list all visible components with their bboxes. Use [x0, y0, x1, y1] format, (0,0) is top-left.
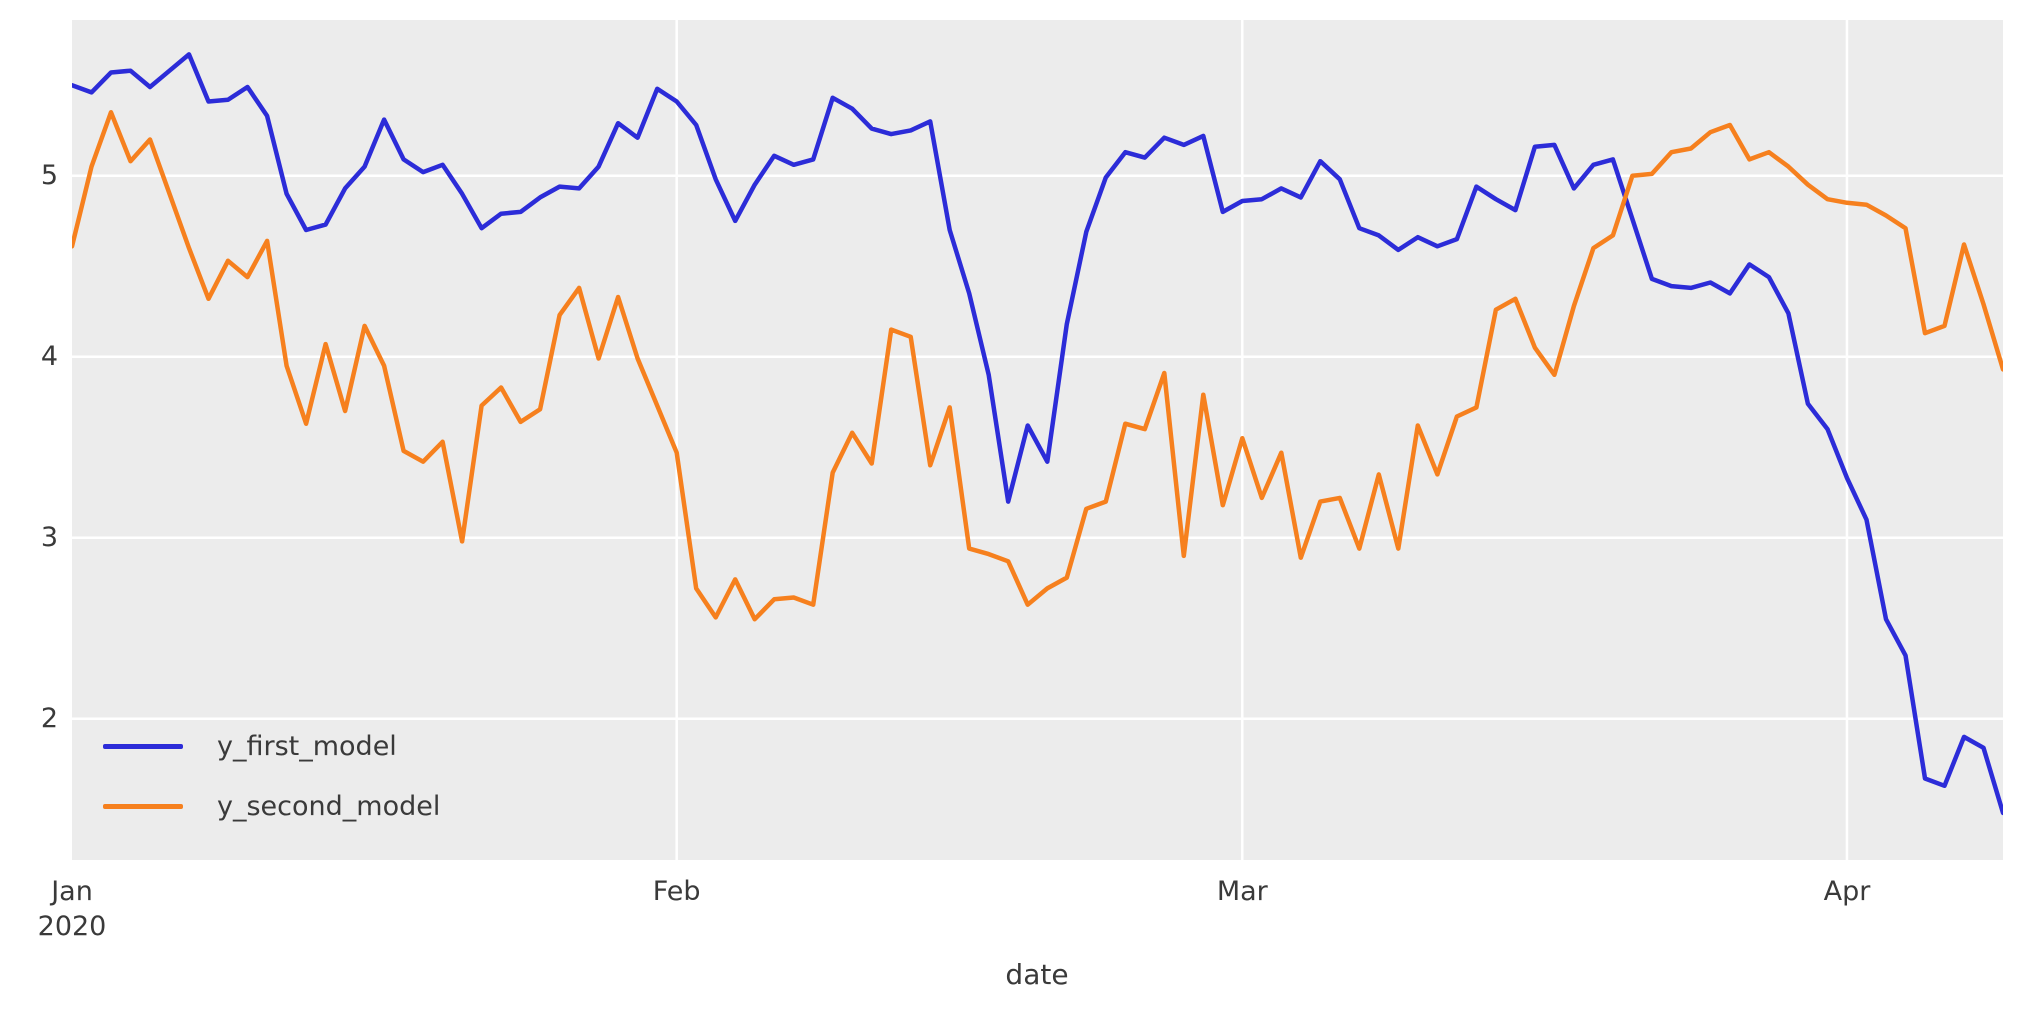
- y-tick-label: 5: [40, 159, 58, 191]
- x-tick-label: Apr: [1824, 874, 1871, 909]
- x-tick-month: Mar: [1216, 876, 1268, 907]
- plot-area: [72, 20, 2003, 860]
- line-chart: [72, 20, 2003, 860]
- x-tick-label: Jan 2020: [38, 874, 107, 944]
- x-tick-label: Feb: [653, 874, 701, 909]
- x-tick-month: Feb: [652, 876, 701, 907]
- x-tick-month: Jan: [51, 876, 93, 907]
- y-tick-label: 2: [40, 702, 58, 734]
- legend-line-swatch: [103, 743, 183, 749]
- legend: y_first_model y_second_model: [103, 716, 440, 836]
- series-line-y_first_model: [72, 52, 2003, 816]
- legend-item-y_second_model: y_second_model: [103, 776, 440, 836]
- series-line-y_second_model: [72, 110, 2003, 622]
- legend-line-swatch: [103, 803, 183, 809]
- legend-item-y_first_model: y_first_model: [103, 716, 440, 776]
- x-tick-year: 2020: [37, 911, 107, 942]
- x-tick-label: Mar: [1217, 874, 1268, 909]
- legend-label: y_second_model: [217, 790, 441, 822]
- y-tick-label: 3: [40, 521, 58, 553]
- x-tick-month: Apr: [1823, 876, 1871, 907]
- y-tick-label: 4: [40, 340, 58, 372]
- x-axis-title: date: [1005, 958, 1069, 991]
- legend-label: y_first_model: [217, 730, 397, 762]
